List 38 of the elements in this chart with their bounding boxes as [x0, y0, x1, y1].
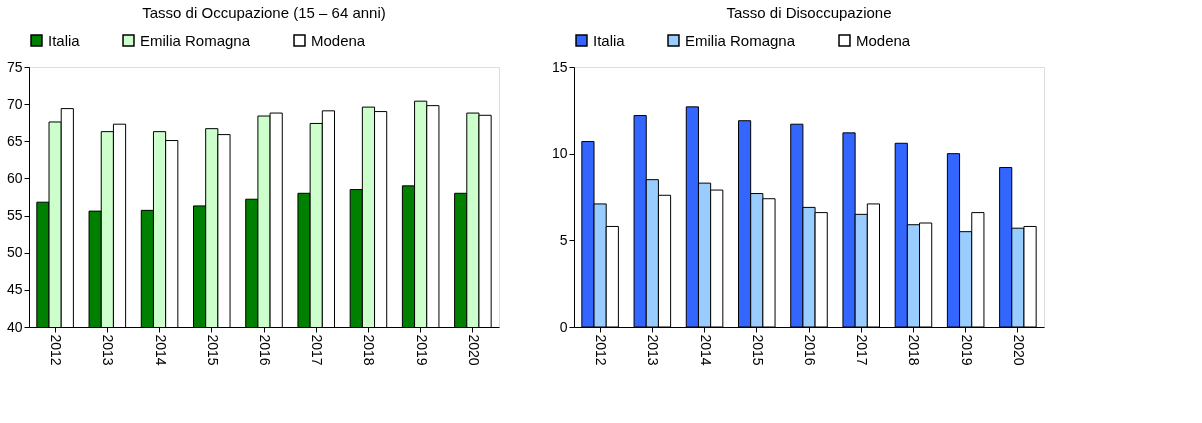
- y-tick-label: 75: [6, 58, 23, 75]
- x-tick-label: 2012: [48, 334, 65, 366]
- y-tick-label: 0: [559, 318, 568, 335]
- chart-title: Tasso di Occupazione (15 – 64 anni): [142, 4, 386, 21]
- legend-label: Modena: [856, 31, 911, 49]
- y-tick-label: 5: [559, 231, 568, 248]
- y-tick-label: 70: [6, 95, 23, 112]
- x-tick-label: 2019: [413, 334, 430, 366]
- y-tick-label: 40: [6, 318, 23, 335]
- x-tick-label: 2015: [749, 334, 766, 366]
- x-tick-label: 2013: [100, 334, 117, 366]
- x-tick-label: 2020: [465, 334, 482, 366]
- legend-label: Emilia Romagna: [140, 31, 251, 49]
- legend-label: Emilia Romagna: [685, 31, 796, 49]
- x-tick-label: 2014: [152, 334, 169, 366]
- y-tick-label: 65: [6, 132, 23, 149]
- legend-label: Modena: [311, 31, 366, 49]
- x-tick-label: 2016: [802, 334, 818, 366]
- y-tick-label: 15: [551, 58, 568, 75]
- y-tick-label: 50: [6, 244, 23, 261]
- legend-label: Italia: [48, 31, 81, 49]
- y-tick-label: 55: [6, 207, 23, 224]
- y-tick-label: 60: [6, 169, 23, 186]
- x-tick-label: 2018: [361, 334, 378, 366]
- chart-title: Tasso di Disoccupazione: [726, 4, 892, 21]
- x-tick-label: 2012: [593, 334, 610, 366]
- y-tick-label: 10: [551, 145, 568, 162]
- x-tick-label: 2018: [906, 334, 923, 366]
- y-tick-label: 45: [6, 281, 23, 298]
- x-tick-label: 2020: [1010, 334, 1027, 366]
- x-tick-label: 2016: [257, 334, 273, 366]
- x-tick-label: 2014: [697, 334, 714, 366]
- x-tick-label: 2017: [309, 334, 326, 366]
- x-tick-label: 2013: [645, 334, 662, 366]
- x-tick-label: 2017: [854, 334, 871, 366]
- x-tick-label: 2015: [204, 334, 221, 366]
- legend-label: Italia: [593, 31, 626, 49]
- x-tick-label: 2019: [958, 334, 975, 366]
